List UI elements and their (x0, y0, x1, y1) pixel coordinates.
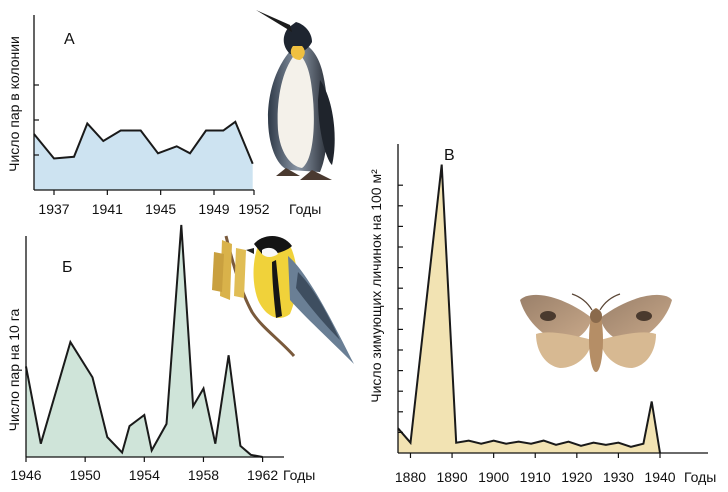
series-area (398, 164, 660, 453)
x-axis-label: Годы (283, 467, 315, 483)
emperor-penguin-illustration (256, 10, 335, 180)
panel-a-label: А (64, 31, 75, 48)
x-tick-label: 1949 (198, 201, 229, 217)
x-tick-label: 1930 (603, 469, 634, 485)
x-tick-label: 1952 (238, 201, 269, 217)
x-tick-label: 1910 (520, 469, 551, 485)
series-line (397, 164, 661, 454)
x-tick-label: 1945 (145, 201, 176, 217)
panel-c-label: В (444, 147, 455, 164)
y-ticks (34, 84, 39, 156)
series-area (26, 224, 263, 457)
panel-b-label: Б (62, 259, 73, 276)
x-tick-label: 1962 (247, 467, 278, 483)
panel-a: 1937 1941 1945 1949 1952 А Число пар в колон… (6, 10, 335, 217)
x-tick-label: 1940 (644, 469, 675, 485)
y-axis-label: Число зимующих личинок на 100 м² (368, 169, 384, 403)
x-tick-label: 1946 (10, 467, 41, 483)
series-line (25, 224, 263, 458)
y-ticks (398, 184, 403, 433)
x-tick-label: 1950 (70, 467, 101, 483)
panel-b: 1946 1950 1954 1958 1962 Б Число пар на 10 г… (6, 224, 354, 483)
x-tick-label: 1954 (129, 467, 160, 483)
x-axis-label: Годы (684, 469, 716, 485)
x-ticks: 1946 1950 1954 1958 1962 (10, 457, 278, 483)
x-ticks: 1880 1890 1900 1910 1920 1930 1940 (395, 453, 676, 485)
y-axis-label: Число пар в колонии (6, 36, 22, 172)
great-tit-illustration (212, 235, 354, 364)
x-tick-label: 1880 (395, 469, 426, 485)
series-line (33, 120, 254, 165)
moth-illustration (520, 293, 672, 372)
series-area (34, 121, 253, 190)
x-tick-label: 1920 (561, 469, 592, 485)
x-tick-label: 1890 (436, 469, 467, 485)
x-tick-label: 1958 (188, 467, 219, 483)
x-ticks: 1937 1941 1945 1949 1952 (38, 190, 270, 217)
panel-c: 1880 1890 1900 1910 1920 1930 1940 В Число зим… (368, 144, 716, 485)
x-tick-label: 1941 (92, 201, 123, 217)
x-tick-label: 1900 (478, 469, 509, 485)
x-tick-label: 1937 (38, 201, 69, 217)
x-axis-label: Годы (289, 201, 321, 217)
y-axis-label: Число пар на 10 га (6, 308, 22, 431)
